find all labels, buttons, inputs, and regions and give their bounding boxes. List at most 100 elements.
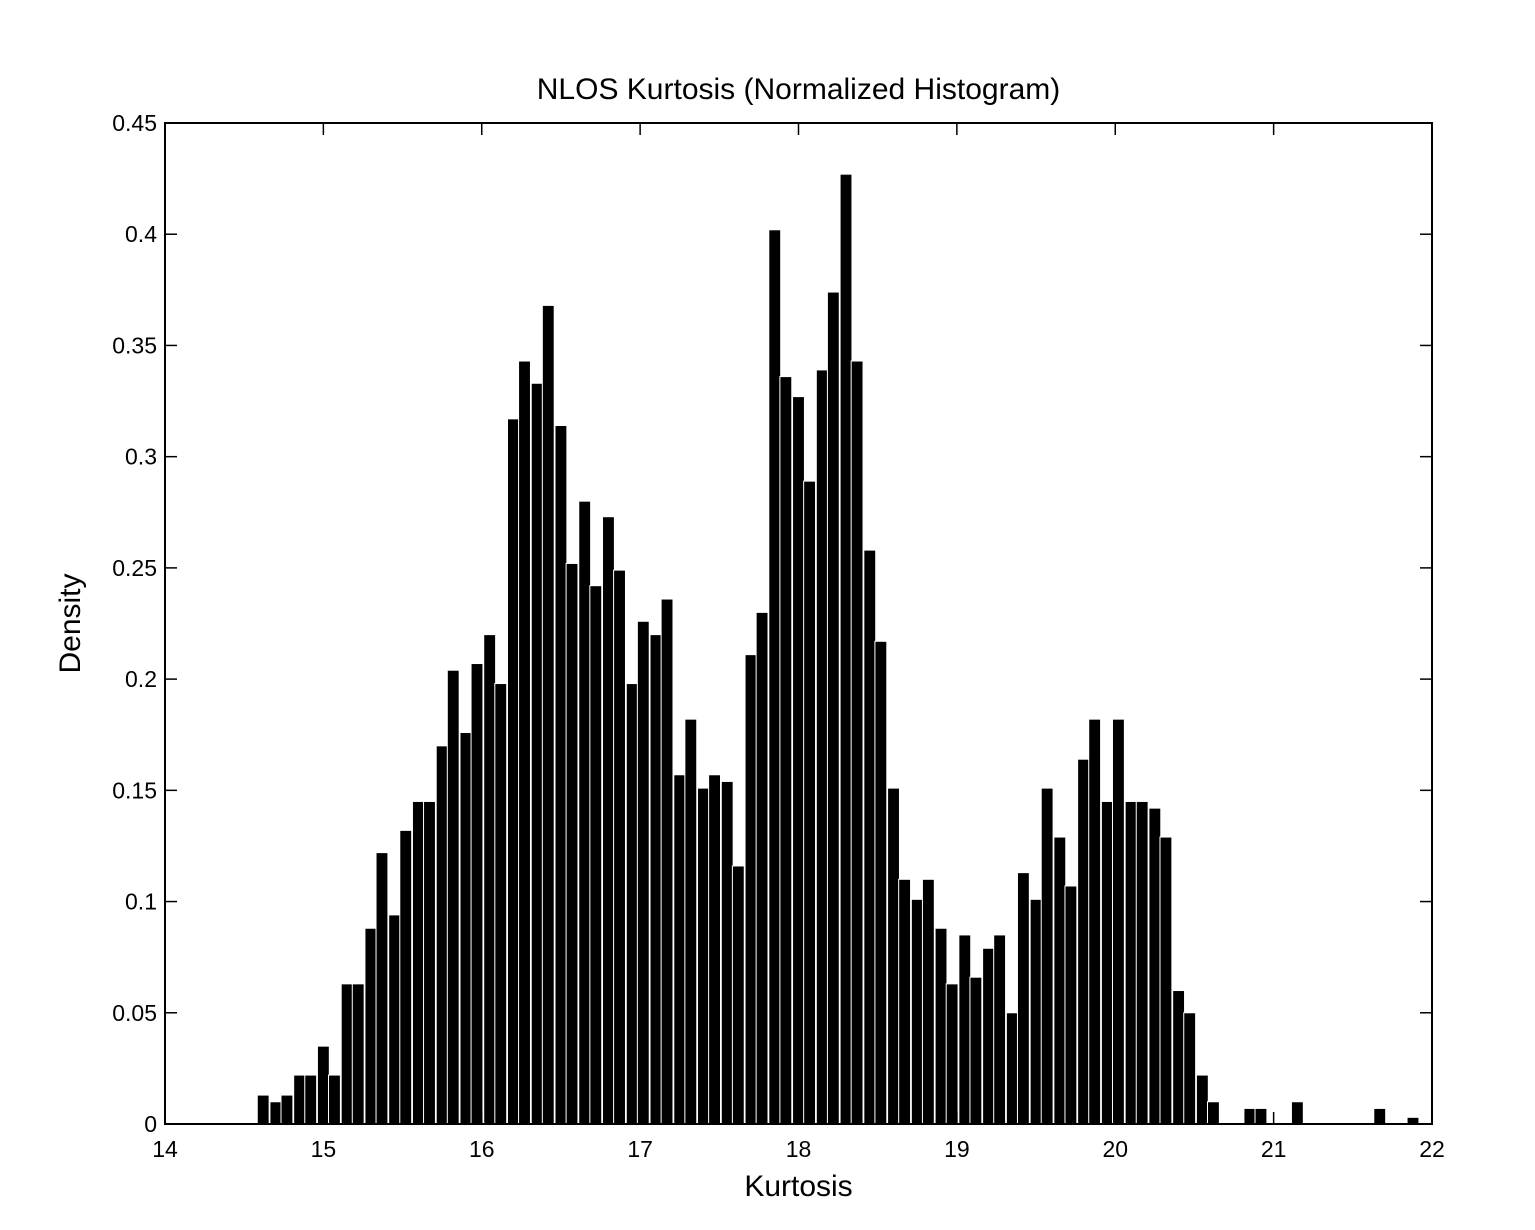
histogram-bar xyxy=(293,1074,307,1125)
y-tick-label: 0.35 xyxy=(112,332,157,358)
histogram-bar xyxy=(364,927,378,1125)
ticks-group: 14 15 16 17 18 19 20 21 22 0 0.05 0.1 0.15 0.2 0.25 0.3… xyxy=(112,110,1445,1162)
histogram-bar xyxy=(755,611,769,1125)
y-tick-label: 0.3 xyxy=(125,444,157,470)
histogram-bar xyxy=(720,780,734,1125)
histogram-bar xyxy=(1005,1012,1019,1125)
histogram-bar xyxy=(530,382,544,1125)
histogram-bar xyxy=(792,396,805,1125)
histogram-bar xyxy=(850,360,864,1125)
histogram-bar xyxy=(435,745,449,1125)
histogram-bar xyxy=(280,1094,294,1125)
histogram-bar xyxy=(1290,1101,1304,1125)
y-tick-label: 0.45 xyxy=(112,110,157,136)
x-tick-label: 16 xyxy=(469,1136,495,1162)
histogram-bar xyxy=(470,663,484,1125)
histogram-bar xyxy=(399,829,413,1125)
histogram-bar xyxy=(1195,1074,1209,1125)
histogram-bar xyxy=(1077,758,1091,1125)
histogram-bar xyxy=(708,774,722,1125)
histogram-bar xyxy=(494,683,508,1125)
x-tick-label: 18 xyxy=(786,1136,812,1162)
x-tick-label: 20 xyxy=(1102,1136,1128,1162)
x-axis-label: Kurtosis xyxy=(744,1170,852,1203)
histogram-bar xyxy=(1172,990,1186,1125)
x-tick-label: 15 xyxy=(311,1136,337,1162)
histogram-bar xyxy=(506,418,520,1125)
x-tick-label: 14 xyxy=(152,1136,178,1162)
histogram-bar xyxy=(697,787,710,1125)
histogram-bar xyxy=(459,731,473,1125)
chart-title: NLOS Kurtosis (Normalized Histogram) xyxy=(537,73,1060,106)
histogram-bar xyxy=(934,927,948,1125)
histogram-bar xyxy=(660,598,674,1125)
x-tick-label: 21 xyxy=(1261,1136,1287,1162)
histogram-bar xyxy=(839,173,853,1125)
histogram-bar xyxy=(982,947,995,1125)
histogram-bar xyxy=(304,1074,318,1125)
histogram-bar xyxy=(423,800,436,1125)
histogram-bar xyxy=(921,878,935,1125)
histogram-bar xyxy=(958,934,972,1125)
histogram-bar xyxy=(554,425,568,1125)
histogram-bar xyxy=(731,865,745,1125)
histogram-bar xyxy=(1243,1107,1257,1125)
histogram-bar xyxy=(483,634,497,1125)
histogram-bar xyxy=(673,774,687,1125)
histogram-bar xyxy=(1016,872,1030,1125)
histogram-bar xyxy=(1207,1101,1220,1125)
histogram-bar xyxy=(1100,800,1114,1125)
x-tick-label: 17 xyxy=(627,1136,653,1162)
histogram-bar xyxy=(1373,1107,1387,1125)
histogram-bar xyxy=(779,376,793,1125)
y-tick-label: 0.2 xyxy=(125,666,157,692)
histogram-bar xyxy=(910,898,924,1125)
histogram-bar xyxy=(328,1074,341,1125)
histogram-bar xyxy=(803,480,817,1125)
histogram-bar xyxy=(1254,1107,1268,1125)
histogram-bar xyxy=(578,500,592,1125)
histogram-bar xyxy=(969,976,983,1125)
histogram-bar xyxy=(874,640,888,1125)
plot-frame xyxy=(164,122,1433,1125)
histogram-bar xyxy=(1135,800,1149,1125)
histogram-bar xyxy=(602,516,615,1125)
y-axis-label: Density xyxy=(54,573,87,673)
histogram-bar xyxy=(863,549,877,1125)
histogram-bar xyxy=(518,360,531,1125)
histogram-bar xyxy=(744,654,758,1125)
y-tick-label: 0.4 xyxy=(125,221,157,247)
histogram-bar xyxy=(1148,807,1162,1125)
histogram-bar xyxy=(1159,836,1173,1125)
histogram-bar xyxy=(649,634,663,1125)
histogram-bar xyxy=(1183,1012,1197,1125)
histogram-bar xyxy=(636,620,650,1125)
histogram-bar xyxy=(815,369,829,1125)
histogram-bar xyxy=(1029,898,1043,1125)
histogram-bar xyxy=(945,983,959,1125)
histogram-bar xyxy=(684,718,698,1125)
histogram-bar xyxy=(768,229,782,1125)
histogram-bar xyxy=(625,683,639,1125)
y-tick-label: 0.05 xyxy=(112,1000,157,1026)
y-tick-label: 0.25 xyxy=(112,555,157,581)
histogram-bar xyxy=(1406,1116,1420,1125)
histogram-bar xyxy=(826,291,840,1125)
histogram-bar xyxy=(565,562,579,1125)
histogram-bar xyxy=(613,569,626,1125)
histogram-bar xyxy=(1040,787,1054,1125)
histogram-bar xyxy=(1111,718,1125,1125)
histogram-bar xyxy=(446,669,460,1125)
histogram-bar xyxy=(351,983,365,1125)
x-tick-label: 22 xyxy=(1419,1136,1445,1162)
histogram-bar xyxy=(411,800,425,1125)
y-tick-label: 0 xyxy=(144,1111,157,1137)
x-tick-label: 19 xyxy=(944,1136,970,1162)
histogram-bar xyxy=(1088,718,1102,1125)
bars-group xyxy=(256,173,1420,1125)
y-tick-label: 0.1 xyxy=(125,889,157,915)
histogram-bar xyxy=(1053,836,1067,1125)
histogram-bar xyxy=(269,1101,283,1125)
histogram-bar xyxy=(1064,885,1078,1125)
